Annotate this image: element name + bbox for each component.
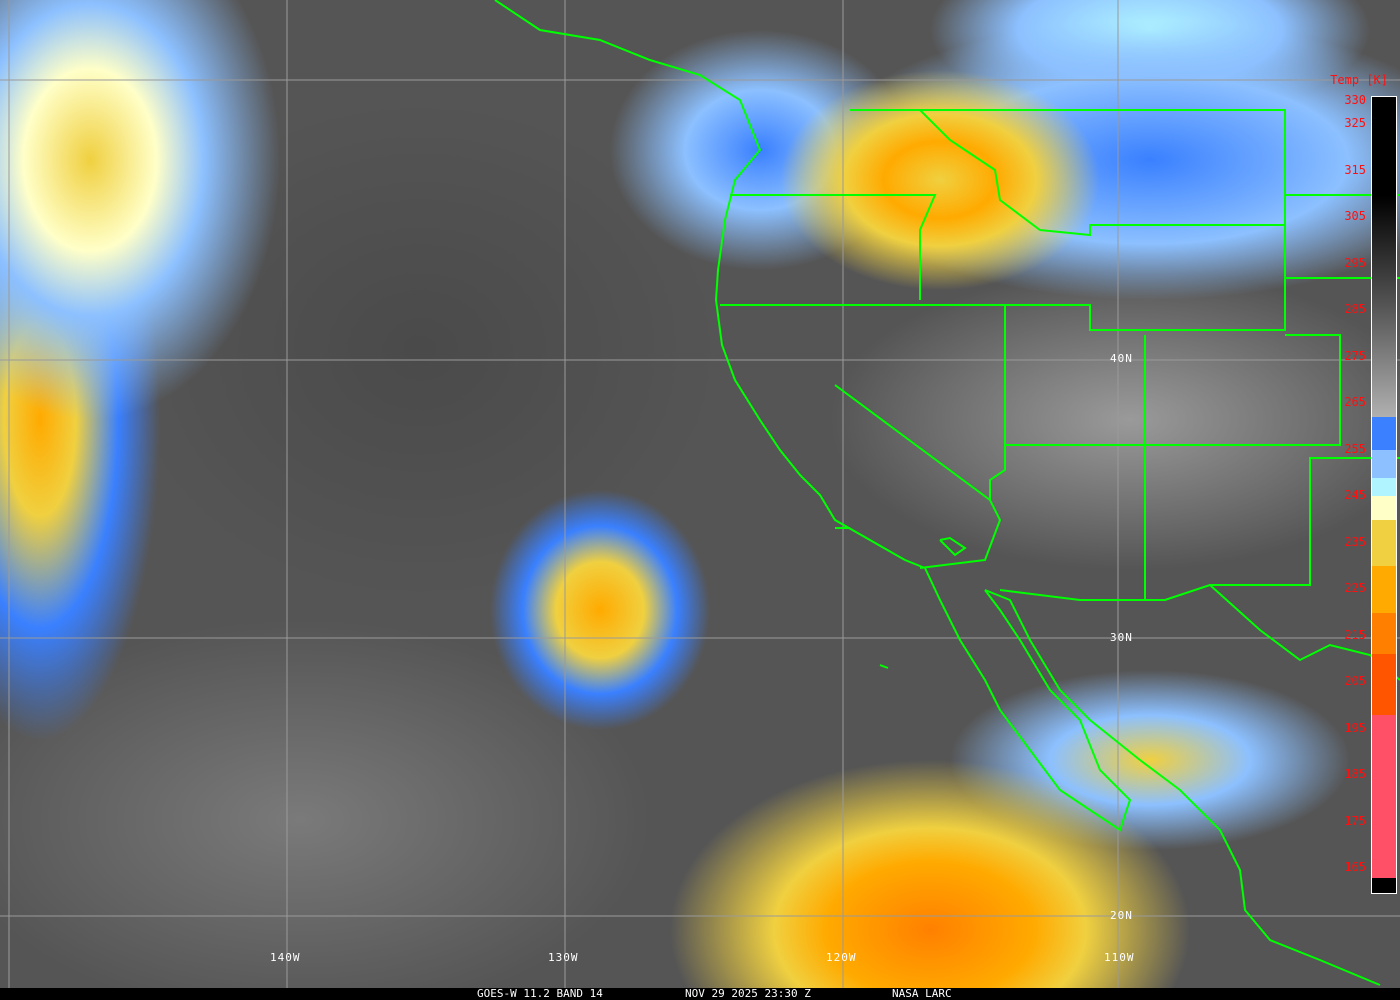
- image-caption: GOES-W 11.2 BAND 14 NOV 29 2025 23:30 Z …: [0, 988, 1400, 1000]
- colorbar-tick: 185: [1344, 767, 1366, 782]
- lat-label-30n: 30N: [1110, 631, 1133, 644]
- colorbar-tick: 315: [1344, 162, 1366, 177]
- coastlines-and-borders: [494, 0, 1400, 986]
- colorbar-segment: [1372, 449, 1396, 478]
- lat-label-20n: 20N: [1110, 909, 1133, 922]
- colorbar-segment: [1372, 101, 1396, 418]
- colorbar-segment: [1372, 654, 1396, 715]
- caption-satellite: GOES-W 11.2 BAND 14: [477, 987, 603, 1000]
- colorbar-segment: [1372, 477, 1396, 497]
- lon-label-130w: 130W: [548, 951, 579, 964]
- colorbar-tick: 325: [1344, 116, 1366, 131]
- colorbar-tick: 205: [1344, 674, 1366, 689]
- lon-label-120w: 120W: [826, 951, 857, 964]
- colorbar-segment: [1372, 417, 1396, 450]
- colorbar-segment: [1372, 566, 1396, 613]
- caption-datetime: NOV 29 2025 23:30 Z: [685, 987, 811, 1000]
- colorbar-tick: 245: [1344, 488, 1366, 503]
- colorbar-tick: 165: [1344, 860, 1366, 875]
- colorbar-tick: 285: [1344, 302, 1366, 317]
- colorbar-tick: 255: [1344, 441, 1366, 456]
- colorbar-tick: 195: [1344, 720, 1366, 735]
- colorbar-tick: 330: [1344, 93, 1366, 107]
- colorbar-tick: 295: [1344, 255, 1366, 270]
- caption-source: NASA LARC: [892, 987, 952, 1000]
- colorbar-title: Temp [K]: [1330, 73, 1388, 87]
- lon-label-110w: 110W: [1104, 951, 1135, 964]
- lon-label-140w: 140W: [270, 951, 301, 964]
- colorbar-segment: [1372, 612, 1396, 655]
- colorbar-tick: 275: [1344, 348, 1366, 363]
- lat-label-40n: 40N: [1110, 352, 1133, 365]
- colorbar-tick: 235: [1344, 534, 1366, 549]
- colorbar-segment: [1372, 519, 1396, 566]
- temperature-colorbar: [1371, 96, 1397, 894]
- colorbar-tick: 265: [1344, 395, 1366, 410]
- colorbar-tick: 225: [1344, 581, 1366, 596]
- colorbar-tick: 305: [1344, 209, 1366, 224]
- colorbar-tick: 175: [1344, 813, 1366, 828]
- colorbar-tick: 215: [1344, 627, 1366, 642]
- colorbar-segment: [1372, 714, 1396, 878]
- colorbar-segment: [1372, 496, 1396, 520]
